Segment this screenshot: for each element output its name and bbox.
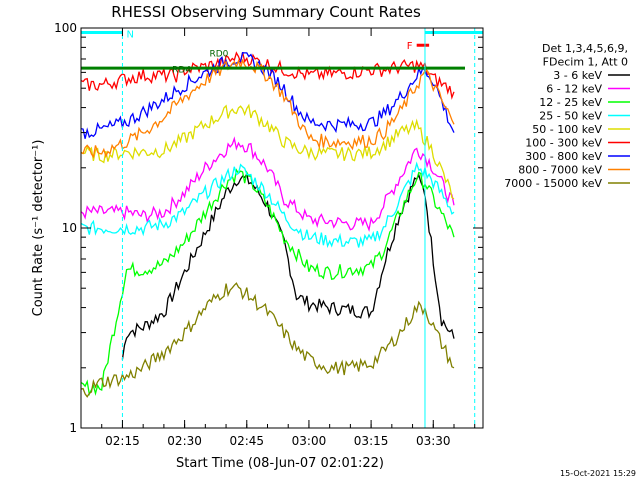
legend-label-8: 7000 - 15000 keV	[504, 177, 602, 190]
x-tick-label-0: 02:15	[105, 434, 140, 448]
y-tick-label-1: 10	[62, 221, 77, 235]
series-line-4	[81, 103, 455, 200]
legend-header-1: FDecim 1, Att 0	[543, 56, 628, 69]
series-line-3	[81, 161, 455, 249]
x-tick-label-3: 03:00	[292, 434, 327, 448]
annotation-rd-label-0: RD0	[209, 50, 228, 60]
legend-label-3: 25 - 50 keV	[539, 110, 602, 123]
legend-label-5: 100 - 300 keV	[525, 137, 602, 150]
annotation-rd-label-1: RD4	[172, 65, 191, 75]
legend-header-0: Det 1,3,4,5,6,9,	[542, 42, 628, 55]
x-tick-label-5: 03:30	[416, 434, 451, 448]
x-tick-label-1: 02:30	[167, 434, 202, 448]
legend-label-0: 3 - 6 keV	[553, 69, 602, 82]
x-tick-label-4: 03:15	[354, 434, 389, 448]
series-line-1	[81, 136, 455, 233]
annotation-flare-label: F	[407, 41, 413, 52]
legend-label-6: 300 - 800 keV	[525, 150, 602, 163]
series-line-2	[81, 168, 455, 397]
series-line-8	[81, 282, 455, 398]
chart-title: RHESSI Observing Summary Count Rates	[111, 3, 421, 21]
series-line-7	[81, 58, 455, 159]
axes: 02:15 02:30 02:45 03:00 03:15 03:30 1 10 100	[54, 21, 483, 448]
timestamp: 15-Oct-2021 15:29	[560, 469, 636, 478]
y-tick-label-2: 100	[54, 21, 77, 35]
legend-label-7: 800 - 7000 keV	[518, 164, 602, 177]
series-line-0	[121, 172, 455, 360]
x-tick-label-2: 02:45	[229, 434, 264, 448]
y-axis-label: Count Rate (s⁻¹ detector⁻¹)	[31, 140, 46, 317]
legend-label-2: 12 - 25 keV	[539, 96, 602, 109]
x-axis-label: Start Time (08-Jun-07 02:01:22)	[176, 456, 384, 471]
y-tick-label-0: 1	[69, 421, 77, 435]
annotation-night-label: N	[126, 29, 133, 40]
legend-label-4: 50 - 100 keV	[532, 123, 602, 136]
legend-label-1: 6 - 12 keV	[546, 83, 602, 96]
legend: Det 1,3,4,5,6,9,FDecim 1, Att 03 - 6 keV…	[504, 42, 630, 190]
